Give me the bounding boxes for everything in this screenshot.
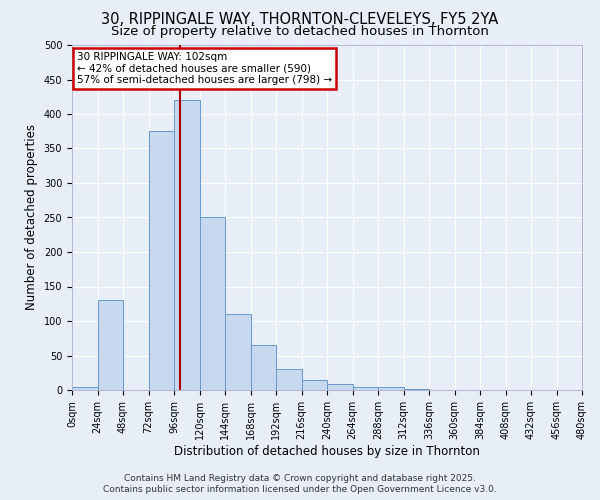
Bar [353,386,378,390]
Bar [327,384,353,390]
Bar [378,386,404,390]
Bar [72,386,97,390]
Bar [251,345,276,390]
Text: 30 RIPPINGALE WAY: 102sqm
← 42% of detached houses are smaller (590)
57% of semi: 30 RIPPINGALE WAY: 102sqm ← 42% of detac… [77,52,332,85]
Bar [149,131,174,390]
X-axis label: Distribution of detached houses by size in Thornton: Distribution of detached houses by size … [174,444,480,458]
Bar [199,218,225,390]
Bar [276,370,302,390]
Bar [404,388,429,390]
Text: Size of property relative to detached houses in Thornton: Size of property relative to detached ho… [111,25,489,38]
Bar [174,100,199,390]
Bar [225,314,251,390]
Y-axis label: Number of detached properties: Number of detached properties [25,124,38,310]
Bar [302,380,327,390]
Bar [97,300,123,390]
Text: Contains HM Land Registry data © Crown copyright and database right 2025.
Contai: Contains HM Land Registry data © Crown c… [103,474,497,494]
Text: 30, RIPPINGALE WAY, THORNTON-CLEVELEYS, FY5 2YA: 30, RIPPINGALE WAY, THORNTON-CLEVELEYS, … [101,12,499,28]
